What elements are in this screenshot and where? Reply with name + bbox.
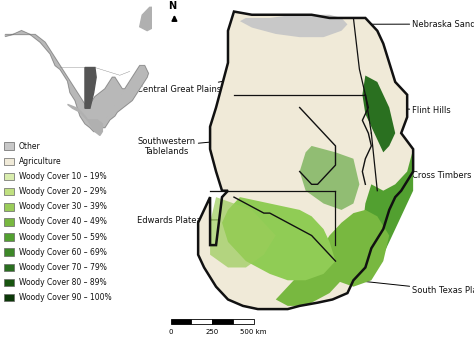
Polygon shape <box>362 76 395 152</box>
Polygon shape <box>222 197 336 280</box>
Bar <box>4 203 14 211</box>
Text: Cross Timbers: Cross Timbers <box>392 171 472 180</box>
Polygon shape <box>276 210 389 306</box>
Polygon shape <box>67 104 102 136</box>
Bar <box>4 264 14 271</box>
Text: Agriculture: Agriculture <box>19 157 62 166</box>
Text: Woody Cover 60 – 69%: Woody Cover 60 – 69% <box>19 248 107 257</box>
Polygon shape <box>198 12 413 309</box>
Text: N: N <box>168 1 176 11</box>
Bar <box>171 319 191 324</box>
Text: Woody Cover 50 – 59%: Woody Cover 50 – 59% <box>19 233 107 241</box>
Text: Flint Hills: Flint Hills <box>374 106 451 115</box>
Bar <box>4 188 14 195</box>
Bar <box>4 233 14 241</box>
Bar <box>4 279 14 286</box>
Text: Woody Cover 40 – 49%: Woody Cover 40 – 49% <box>19 217 107 226</box>
Polygon shape <box>5 31 148 131</box>
Text: Woody Cover 90 – 100%: Woody Cover 90 – 100% <box>19 293 111 302</box>
Text: Other: Other <box>19 142 41 151</box>
Polygon shape <box>210 197 276 268</box>
Polygon shape <box>140 7 160 31</box>
Text: South Texas Plains: South Texas Plains <box>356 281 474 295</box>
Bar <box>212 319 233 324</box>
Bar <box>4 142 14 150</box>
Polygon shape <box>362 149 413 274</box>
Text: 250: 250 <box>206 329 219 334</box>
Bar <box>4 294 14 301</box>
Bar <box>4 158 14 165</box>
Text: Woody Cover 10 – 19%: Woody Cover 10 – 19% <box>19 172 107 181</box>
Text: 0: 0 <box>168 329 173 334</box>
Bar <box>191 319 212 324</box>
Polygon shape <box>85 67 96 108</box>
Text: 500 km: 500 km <box>240 329 267 334</box>
Bar <box>233 319 254 324</box>
Text: Woody Cover 20 – 29%: Woody Cover 20 – 29% <box>19 187 107 196</box>
Text: Woody Cover 80 – 89%: Woody Cover 80 – 89% <box>19 278 107 287</box>
Bar <box>4 218 14 226</box>
Polygon shape <box>240 15 347 37</box>
Bar <box>4 248 14 256</box>
Text: Woody Cover 30 – 39%: Woody Cover 30 – 39% <box>19 202 107 211</box>
Text: Southwestern
Tablelands: Southwestern Tablelands <box>137 133 303 156</box>
Polygon shape <box>300 146 359 210</box>
Text: Nebraska Sand Hills: Nebraska Sand Hills <box>305 20 474 29</box>
Bar <box>4 173 14 180</box>
Text: Woody Cover 70 – 79%: Woody Cover 70 – 79% <box>19 263 107 272</box>
Text: Central Great Plains: Central Great Plains <box>137 69 285 94</box>
Text: Edwards Plateau: Edwards Plateau <box>137 216 285 225</box>
